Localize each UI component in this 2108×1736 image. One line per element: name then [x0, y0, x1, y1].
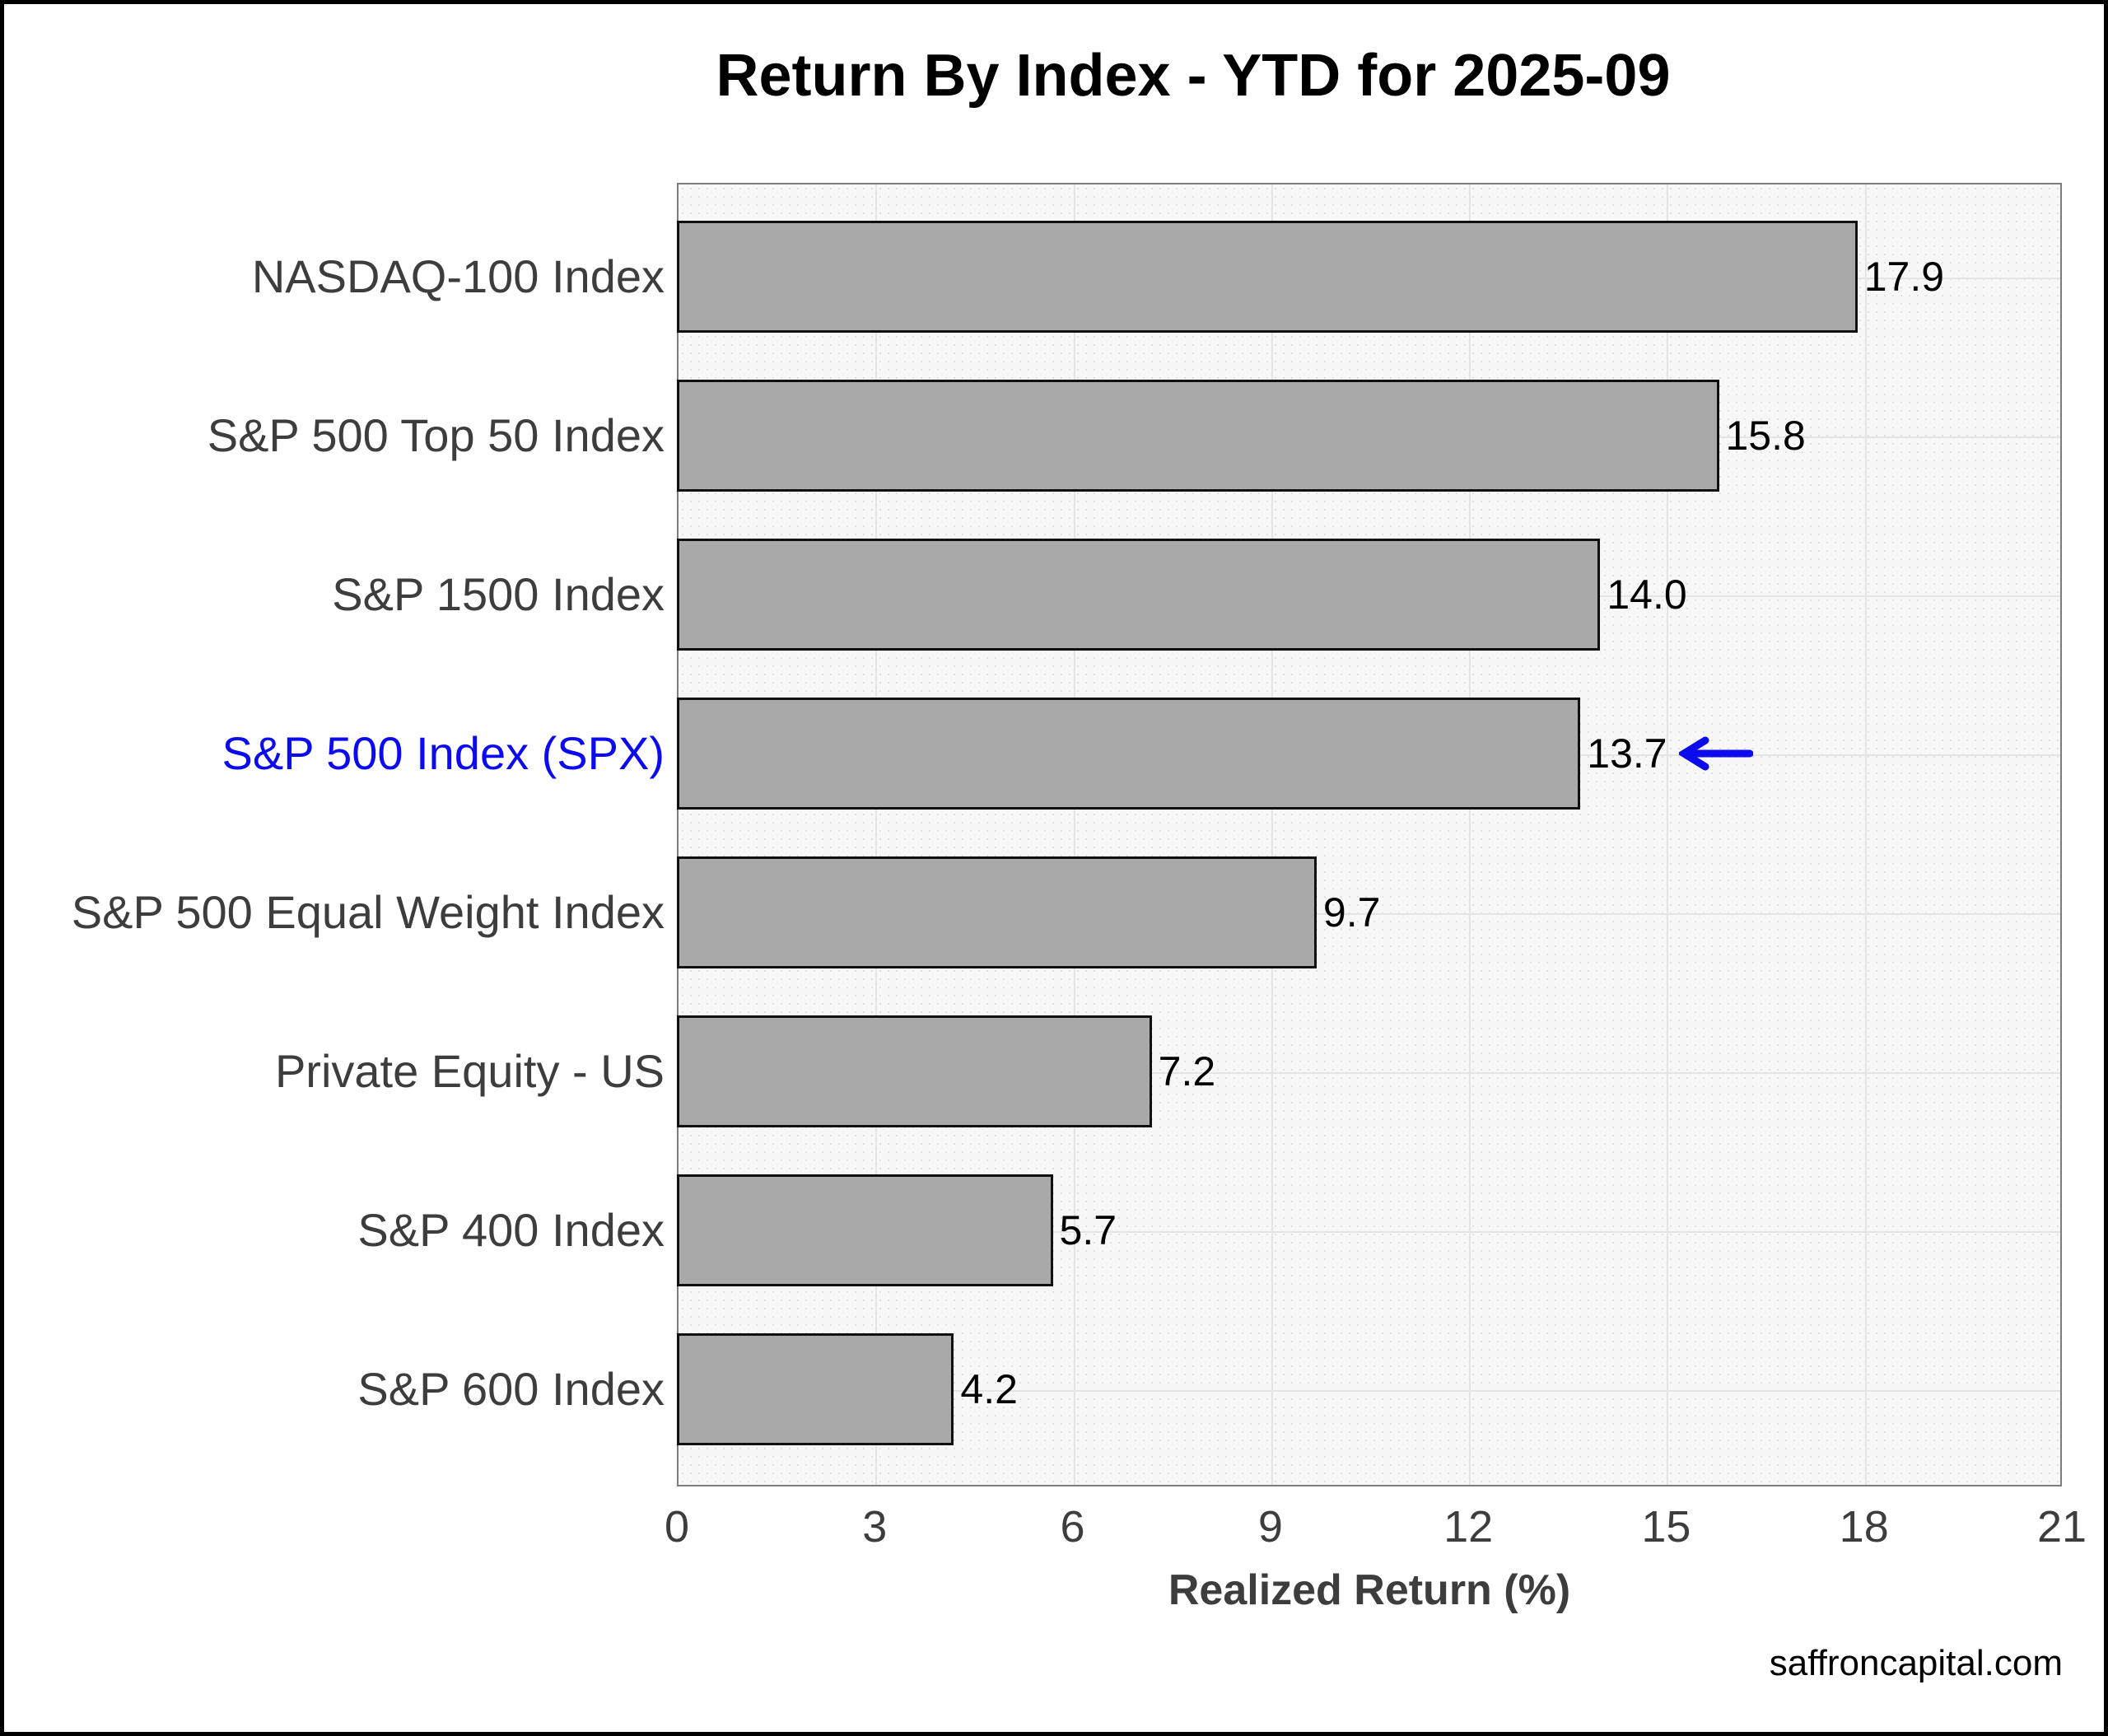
watermark: saffroncapital.com	[1769, 1643, 2063, 1683]
category-label: S&P 600 Index	[357, 1363, 665, 1415]
horizontal-gridline	[679, 1390, 2060, 1392]
x-tick-label: 15	[1641, 1502, 1691, 1552]
bar-value-label: 15.8	[1725, 413, 1806, 459]
bar-value-label: 13.7	[1587, 730, 1667, 777]
bar-value-label: 14.0	[1607, 572, 1687, 618]
bar-value-label: 7.2	[1158, 1048, 1216, 1094]
category-label: S&P 400 Index	[357, 1204, 665, 1256]
x-tick-label: 6	[1060, 1502, 1085, 1552]
category-label: S&P 500 Index (SPX)	[222, 727, 665, 779]
vertical-gridline	[1469, 184, 1471, 1485]
category-label: NASDAQ-100 Index	[251, 250, 665, 302]
vertical-gridline	[1667, 184, 1669, 1485]
bar	[677, 1174, 1053, 1286]
bar-value-label: 4.2	[960, 1366, 1018, 1412]
bar	[677, 698, 1581, 810]
plot-area	[677, 183, 2062, 1486]
x-tick-label: 21	[2036, 1502, 2087, 1552]
x-tick-label: 18	[1839, 1502, 1889, 1552]
horizontal-gridline	[679, 1072, 2060, 1074]
category-label: Private Equity - US	[274, 1045, 665, 1097]
category-label: S&P 500 Equal Weight Index	[71, 886, 665, 938]
vertical-gridline	[875, 184, 878, 1485]
highlight-left-arrow-icon	[1677, 736, 1754, 771]
bar-value-label: 9.7	[1322, 889, 1381, 936]
category-label: S&P 500 Top 50 Index	[207, 409, 665, 461]
vertical-gridline	[1864, 184, 1867, 1485]
x-tick-label: 0	[664, 1502, 690, 1552]
bar	[677, 1015, 1152, 1127]
bar	[677, 1333, 954, 1445]
horizontal-gridline	[679, 913, 2060, 915]
x-tick-label: 3	[862, 1502, 888, 1552]
vertical-gridline	[1271, 184, 1273, 1485]
bar	[677, 539, 1601, 651]
horizontal-gridline	[679, 1231, 2060, 1233]
chart-title: Return By Index - YTD for 2025-09	[716, 43, 1671, 109]
x-tick-label: 12	[1443, 1502, 1494, 1552]
x-tick-label: 9	[1257, 1502, 1283, 1552]
x-axis-label: Realized Return (%)	[1168, 1566, 1571, 1614]
bar	[677, 380, 1719, 492]
bar-value-label: 17.9	[1863, 254, 1945, 300]
category-label: S&P 1500 Index	[332, 568, 665, 620]
bar-value-label: 5.7	[1059, 1207, 1117, 1253]
bar	[677, 856, 1317, 968]
vertical-gridline	[1073, 184, 1075, 1485]
bar	[677, 221, 1858, 333]
